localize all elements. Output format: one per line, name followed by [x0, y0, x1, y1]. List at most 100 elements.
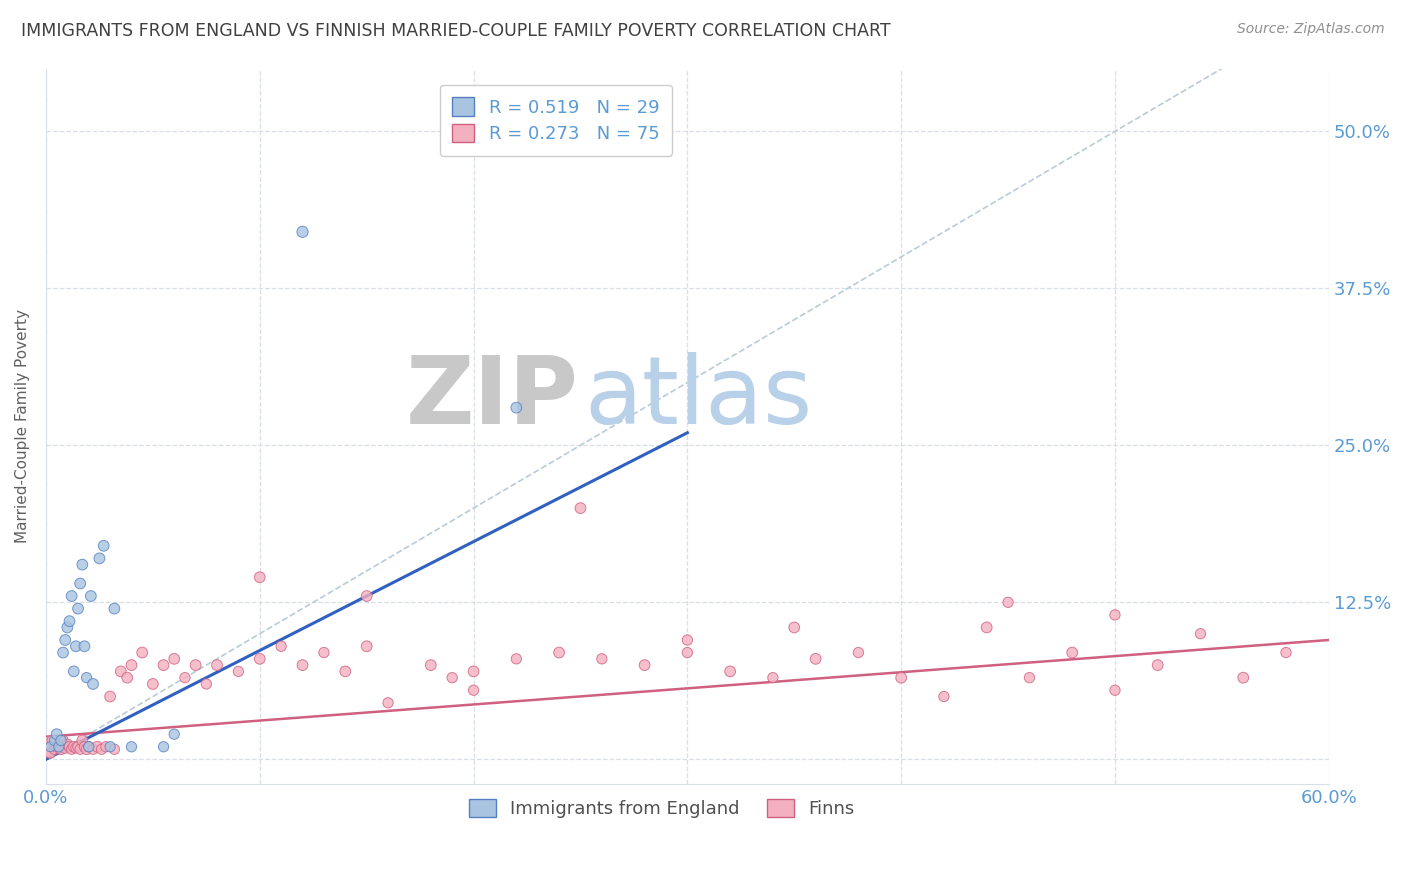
Point [76, 671, 98, 685]
Point [152, 739, 174, 754]
Point [60, 742, 83, 756]
Point [142, 677, 165, 691]
Point [718, 665, 741, 679]
Point [591, 652, 613, 666]
Point [762, 671, 785, 685]
Point [60, 589, 83, 603]
Point [77, 739, 100, 754]
Point [184, 658, 207, 673]
Text: IMMIGRANTS FROM ENGLAND VS FINNISH MARRIED-COUPLE FAMILY POVERTY CORRELATION CHA: IMMIGRANTS FROM ENGLAND VS FINNISH MARRI… [21, 22, 891, 40]
Point [163, 652, 186, 666]
Point [249, 570, 271, 584]
Point [56, 737, 79, 751]
Point [52, 646, 75, 660]
Point [131, 646, 153, 660]
Point [505, 652, 527, 666]
Point [548, 646, 571, 660]
Point [463, 665, 485, 679]
Point [93, 539, 115, 553]
Point [80, 589, 103, 603]
Point [1104, 683, 1126, 698]
Point [228, 665, 250, 679]
Point [82, 677, 104, 691]
Point [73, 640, 96, 654]
Y-axis label: Married-Couple Family Poverty: Married-Couple Family Poverty [15, 310, 30, 543]
Point [39, 746, 62, 760]
Legend: Immigrants from England, Finns: Immigrants from England, Finns [461, 792, 862, 825]
Point [1232, 671, 1254, 685]
Point [312, 646, 335, 660]
Point [463, 683, 485, 698]
Point [152, 658, 174, 673]
Point [110, 665, 132, 679]
Point [997, 595, 1019, 609]
Point [676, 646, 699, 660]
Point [48, 737, 70, 751]
Point [1018, 671, 1040, 685]
Point [98, 690, 121, 704]
Point [377, 696, 399, 710]
Point [94, 739, 117, 754]
Point [56, 620, 79, 634]
Point [1062, 646, 1084, 660]
Point [121, 658, 143, 673]
Point [1275, 646, 1298, 660]
Point [44, 733, 66, 747]
Point [52, 733, 75, 747]
Point [86, 739, 108, 754]
Point [90, 742, 112, 756]
Point [890, 671, 912, 685]
Point [419, 658, 441, 673]
Point [45, 739, 67, 754]
Point [270, 640, 292, 654]
Point [441, 671, 464, 685]
Point [39, 739, 62, 754]
Point [37, 739, 59, 754]
Point [45, 727, 67, 741]
Point [77, 739, 100, 754]
Point [633, 658, 655, 673]
Point [62, 665, 84, 679]
Point [53, 632, 76, 647]
Point [72, 733, 94, 747]
Point [121, 739, 143, 754]
Point [103, 601, 125, 615]
Point [65, 741, 87, 756]
Point [291, 658, 314, 673]
Point [69, 576, 91, 591]
Point [205, 658, 228, 673]
Text: ZIP: ZIP [405, 351, 578, 444]
Point [98, 739, 121, 754]
Text: atlas: atlas [585, 351, 813, 444]
Point [163, 727, 186, 741]
Point [49, 733, 72, 747]
Point [82, 742, 104, 756]
Point [1146, 658, 1168, 673]
Point [356, 640, 378, 654]
Point [783, 620, 806, 634]
Point [72, 558, 94, 572]
Point [249, 652, 271, 666]
Point [932, 690, 955, 704]
Point [49, 742, 72, 756]
Point [62, 739, 84, 754]
Point [67, 739, 90, 754]
Point [44, 742, 66, 756]
Point [53, 741, 76, 756]
Point [335, 665, 357, 679]
Point [174, 671, 197, 685]
Point [676, 632, 699, 647]
Point [195, 677, 218, 691]
Point [1104, 607, 1126, 622]
Point [73, 739, 96, 754]
Point [1189, 626, 1212, 640]
Point [65, 640, 87, 654]
Point [976, 620, 998, 634]
Point [356, 589, 378, 603]
Point [115, 671, 138, 685]
Point [569, 501, 592, 516]
Point [69, 742, 91, 756]
Point [89, 551, 111, 566]
Point [103, 742, 125, 756]
Text: Source: ZipAtlas.com: Source: ZipAtlas.com [1237, 22, 1385, 37]
